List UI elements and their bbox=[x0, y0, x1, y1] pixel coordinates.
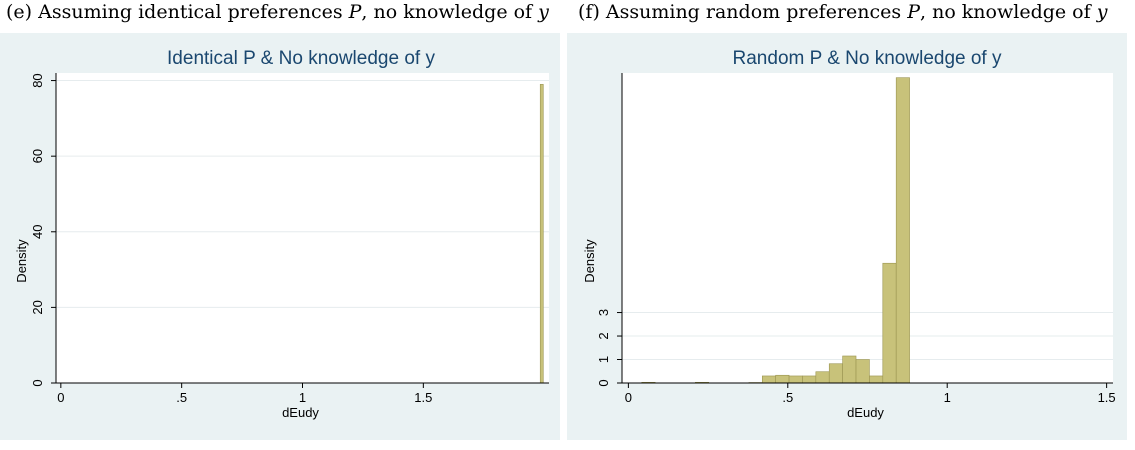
y-tick-label: 40 bbox=[30, 225, 45, 239]
y-tick-label: 1 bbox=[596, 356, 611, 363]
caption-e-p: P bbox=[348, 1, 362, 23]
x-tick-label: 1.5 bbox=[414, 390, 432, 405]
histogram-bar bbox=[802, 375, 817, 384]
x-tick-label: 1.5 bbox=[1098, 390, 1116, 405]
y-tick-label: 80 bbox=[30, 73, 45, 87]
x-tick-label: 0 bbox=[57, 390, 64, 405]
caption-f-p: P bbox=[907, 1, 920, 23]
chart-title: Random P & No knowledge of y bbox=[733, 48, 1002, 69]
caption-f: (f) Assuming random preferences P, no kn… bbox=[578, 0, 1107, 26]
histogram-bar bbox=[775, 374, 790, 384]
caption-f-prefix: (f) Assuming random preferences bbox=[578, 1, 908, 23]
y-tick-label: 0 bbox=[596, 379, 611, 386]
histogram-bar bbox=[828, 363, 843, 384]
plot-area bbox=[56, 73, 549, 383]
y-tick-label: 60 bbox=[30, 149, 45, 163]
caption-f-middle: , no knowledge of bbox=[920, 1, 1097, 23]
histogram-bar bbox=[815, 371, 830, 384]
x-tick-label: 1 bbox=[944, 390, 951, 405]
histogram-bar bbox=[882, 262, 897, 384]
x-axis-label: dEudy bbox=[282, 405, 319, 420]
histogram-bar bbox=[539, 84, 544, 384]
histogram-bar bbox=[788, 375, 803, 384]
histogram-bar bbox=[869, 375, 884, 384]
y-tick-label: 2 bbox=[596, 332, 611, 339]
caption-e: (e) Assuming identical preferences P, no… bbox=[6, 0, 549, 26]
histogram-bar bbox=[895, 77, 910, 384]
chart-e: 0 20 40 60 80 0 .5 1 1.5 Identical P & No knowled… bbox=[14, 48, 549, 420]
caption-f-y: y bbox=[1096, 1, 1108, 23]
x-tick-label: .5 bbox=[782, 390, 793, 405]
plot-area bbox=[622, 73, 1113, 383]
x-tick-label: 1 bbox=[299, 390, 306, 405]
x-tick-label: 0 bbox=[625, 390, 632, 405]
histogram-bar bbox=[761, 375, 776, 384]
y-tick-label: 20 bbox=[30, 300, 45, 314]
caption-e-middle: , no knowledge of bbox=[361, 1, 539, 23]
histogram-bar bbox=[855, 359, 870, 384]
chart-f: 0 1 2 3 0 .5 1 1.5 Random P & No knowledge of y d… bbox=[582, 48, 1116, 420]
x-tick-label: .5 bbox=[176, 390, 187, 405]
caption-e-prefix: (e) Assuming identical preferences bbox=[6, 1, 349, 23]
y-axis-label: Density bbox=[582, 239, 597, 283]
chart-panel-f: 0 1 2 3 0 .5 1 1.5 Random P & No knowledge of y d… bbox=[567, 33, 1127, 440]
caption-e-y: y bbox=[538, 1, 549, 23]
chart-title: Identical P & No knowledge of y bbox=[167, 48, 435, 69]
y-tick-label: 3 bbox=[596, 309, 611, 316]
y-axis-label: Density bbox=[14, 239, 29, 283]
chart-panel-e: 0 20 40 60 80 0 .5 1 1.5 Identical P & No knowled… bbox=[0, 33, 560, 440]
y-tick-label: 0 bbox=[30, 379, 45, 386]
x-axis-label: dEudy bbox=[847, 405, 884, 420]
histogram-bar bbox=[842, 355, 857, 384]
